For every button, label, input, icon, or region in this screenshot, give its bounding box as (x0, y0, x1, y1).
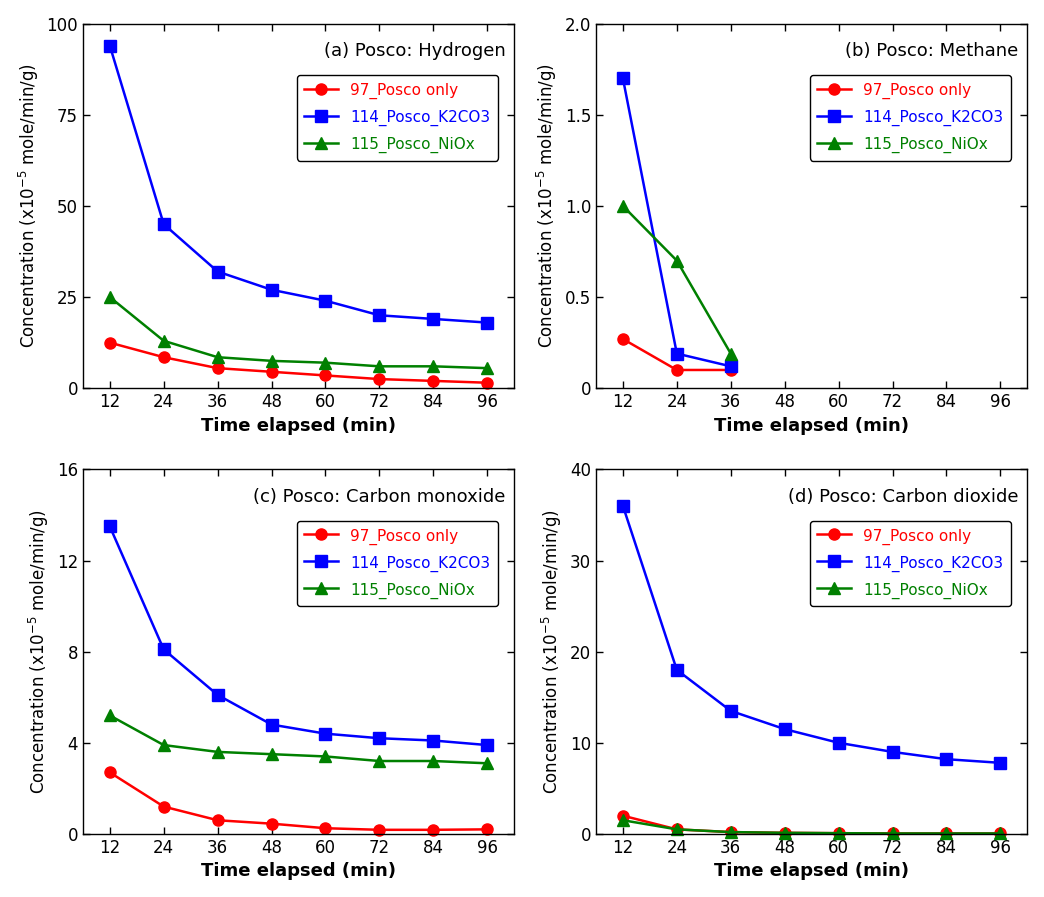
Text: (c) Posco: Carbon monoxide: (c) Posco: Carbon monoxide (254, 488, 505, 506)
Text: (b) Posco: Methane: (b) Posco: Methane (846, 42, 1019, 60)
Y-axis label: Concentration (x10$^{-5}$ mole/min/g): Concentration (x10$^{-5}$ mole/min/g) (17, 64, 41, 348)
Legend: 97_Posco only, 114_Posco_K2CO3, 115_Posco_NiOx: 97_Posco only, 114_Posco_K2CO3, 115_Posc… (296, 75, 498, 161)
Legend: 97_Posco only, 114_Posco_K2CO3, 115_Posco_NiOx: 97_Posco only, 114_Posco_K2CO3, 115_Posc… (296, 521, 498, 606)
Text: (d) Posco: Carbon dioxide: (d) Posco: Carbon dioxide (788, 488, 1019, 506)
X-axis label: Time elapsed (min): Time elapsed (min) (714, 862, 909, 880)
X-axis label: Time elapsed (min): Time elapsed (min) (201, 862, 396, 880)
Y-axis label: Concentration (x10$^{-5}$ mole/min/g): Concentration (x10$^{-5}$ mole/min/g) (541, 509, 565, 794)
Y-axis label: Concentration (x10$^{-5}$ mole/min/g): Concentration (x10$^{-5}$ mole/min/g) (27, 509, 51, 794)
Text: (a) Posco: Hydrogen: (a) Posco: Hydrogen (324, 42, 505, 60)
X-axis label: Time elapsed (min): Time elapsed (min) (201, 416, 396, 435)
Y-axis label: Concentration (x10$^{-5}$ mole/min/g): Concentration (x10$^{-5}$ mole/min/g) (535, 64, 560, 348)
Legend: 97_Posco only, 114_Posco_K2CO3, 115_Posco_NiOx: 97_Posco only, 114_Posco_K2CO3, 115_Posc… (810, 521, 1011, 606)
Legend: 97_Posco only, 114_Posco_K2CO3, 115_Posco_NiOx: 97_Posco only, 114_Posco_K2CO3, 115_Posc… (810, 75, 1011, 161)
X-axis label: Time elapsed (min): Time elapsed (min) (714, 416, 909, 435)
